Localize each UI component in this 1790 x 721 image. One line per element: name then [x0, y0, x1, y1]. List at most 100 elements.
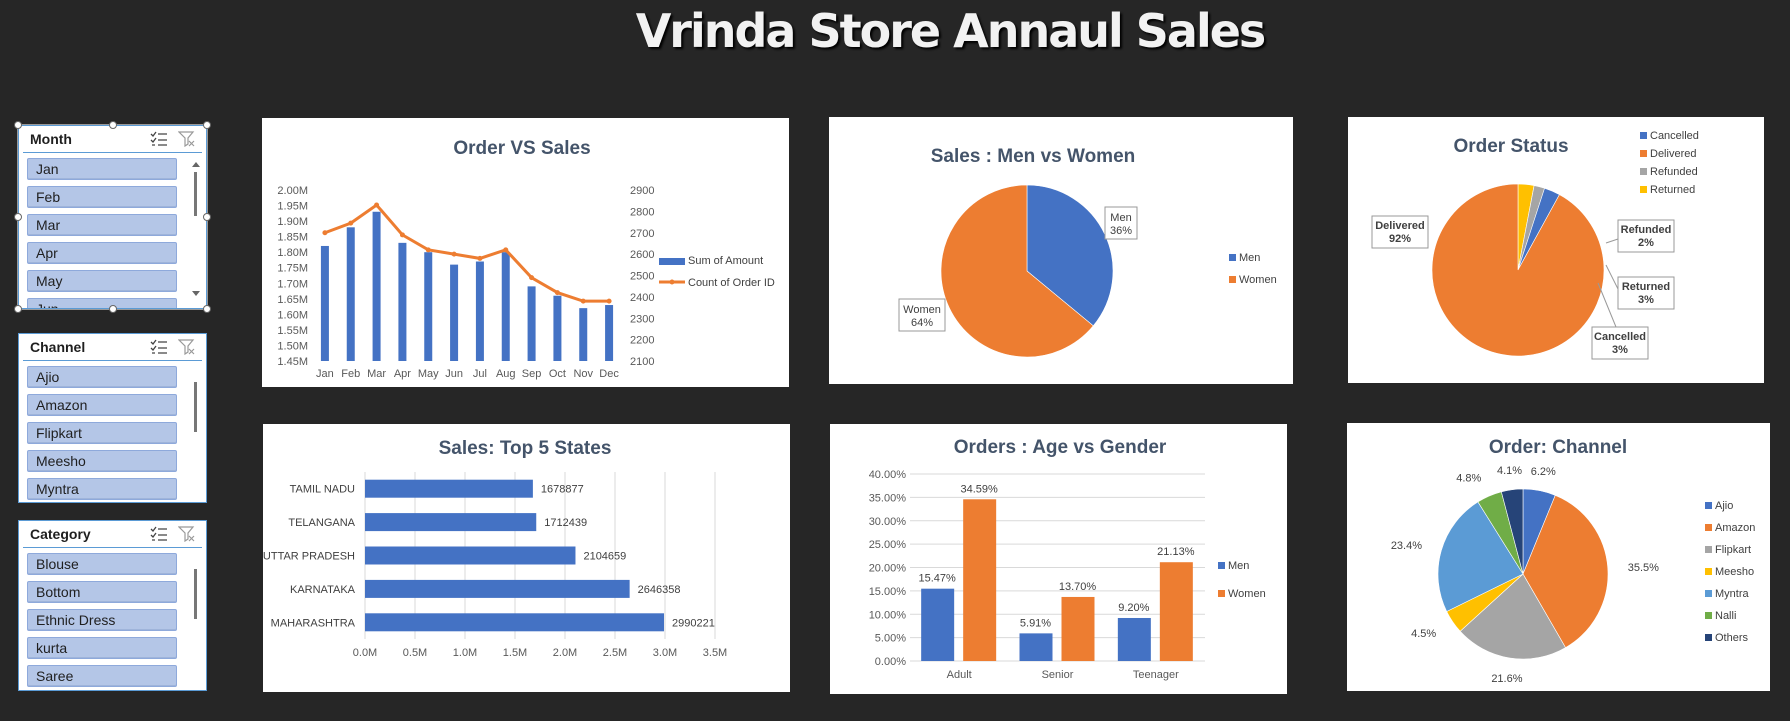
bar [1117, 617, 1151, 661]
month-slicer[interactable]: Month Jan Feb Mar Apr May Jun [17, 124, 208, 310]
y-left-tick: 1.95M [277, 201, 308, 213]
data-label-box [1371, 215, 1429, 249]
resize-handle[interactable] [14, 305, 22, 313]
orders-age-gender-chart[interactable]: Orders : Age vs Gender 0.00% 5.00% 10.00% 15… [830, 424, 1287, 694]
slicer-item-saree[interactable]: Saree [27, 665, 177, 687]
x-tick: Oct [549, 368, 566, 380]
resize-handle[interactable] [109, 305, 117, 313]
sales-top-states-chart[interactable]: Sales: Top 5 States 0.0M 0.5M 1.0M 1.5M 2.0M 2… [263, 424, 790, 692]
legend-swatch [1218, 562, 1225, 569]
chart-title: Order: Channel [1489, 437, 1627, 458]
pie-slice [1522, 494, 1609, 649]
legend-label: Cancelled [1650, 130, 1699, 142]
legend-label: Men [1228, 560, 1249, 572]
order-vs-sales-svg: Order VS Sales 1.45M 1.50M 1.55M 1.60M 1.65M 1… [277, 138, 774, 380]
chart-title: Orders : Age vs Gender [954, 437, 1167, 458]
channel-slicer-scrollbar[interactable] [192, 368, 200, 488]
data-label: Delivered 92% [1375, 220, 1425, 245]
y-left-tick: 1.50M [277, 340, 308, 352]
channel-slicer-title: Channel [30, 339, 86, 355]
data-label: Women 64% [903, 304, 941, 329]
legend-swatch [669, 279, 675, 285]
scroll-down-icon[interactable] [192, 290, 200, 298]
pie-slice [1437, 501, 1524, 612]
category-slicer-scrollbar[interactable] [192, 555, 200, 675]
slicer-item-jun[interactable]: Jun [27, 298, 177, 308]
bar [365, 546, 576, 565]
scroll-thumb[interactable] [194, 569, 197, 619]
resize-handle[interactable] [109, 121, 117, 129]
multi-select-icon[interactable] [150, 131, 168, 147]
data-label-box [898, 298, 946, 332]
category-slicer-header: Category [23, 521, 202, 548]
clear-filter-icon[interactable] [178, 526, 196, 542]
order-channel-chart[interactable]: Order: Channel 6.2% 35.5% 21.6% 4.5% 23.4% 4.8… [1347, 423, 1770, 691]
slicer-item-ajio[interactable]: Ajio [27, 366, 177, 388]
legend-label: Men [1239, 252, 1260, 264]
leader-line [1597, 282, 1617, 328]
data-label: Refunded 2% [1621, 224, 1672, 249]
y-tick: 0.00% [875, 656, 906, 668]
bar [365, 579, 630, 598]
slicer-item-meesho[interactable]: Meesho [27, 450, 177, 472]
slicer-item-jan[interactable]: Jan [27, 158, 177, 180]
y-tick: 30.00% [869, 516, 907, 528]
resize-handle[interactable] [203, 121, 211, 129]
multi-select-icon[interactable] [150, 339, 168, 355]
slicer-item-bottom[interactable]: Bottom [27, 581, 177, 603]
bar [921, 588, 955, 661]
data-label: 6.2% [1531, 466, 1556, 478]
resize-handle[interactable] [14, 121, 22, 129]
bar [1061, 596, 1095, 661]
multi-select-icon[interactable] [150, 526, 168, 542]
legend-label: Women [1228, 588, 1266, 600]
legend-label: Flipkart [1715, 544, 1751, 556]
slicer-item-flipkart[interactable]: Flipkart [27, 422, 177, 444]
bar [424, 252, 433, 361]
resize-handle[interactable] [203, 305, 211, 313]
legend-swatch [1229, 254, 1236, 261]
y-tick: 35.00% [869, 492, 907, 504]
y-tick: 40.00% [869, 469, 907, 481]
sales-men-women-chart[interactable]: Sales : Men vs Women Men 36% Women 64% Men Wom… [829, 117, 1293, 384]
order-channel-svg: Order: Channel 6.2% 35.5% 21.6% 4.5% 23.4% 4.8… [1391, 437, 1756, 685]
dashboard-title: Vrinda Store Annaul Sales [635, 4, 1267, 58]
slicer-item-mar[interactable]: Mar [27, 214, 177, 236]
slicer-item-myntra[interactable]: Myntra [27, 478, 177, 500]
x-tick: Dec [599, 368, 619, 380]
scroll-thumb[interactable] [194, 172, 197, 216]
data-label: 5.91% [1020, 617, 1051, 629]
resize-handle[interactable] [203, 213, 211, 221]
legend-label: Myntra [1715, 588, 1750, 600]
channel-slicer-items: Ajio Amazon Flipkart Meesho Myntra [27, 366, 177, 502]
slicer-item-apr[interactable]: Apr [27, 242, 177, 264]
slicer-item-may[interactable]: May [27, 270, 177, 292]
x-tick: Jun [445, 368, 463, 380]
order-vs-sales-chart[interactable]: Order VS Sales 1.45M 1.50M 1.55M 1.60M 1.65M 1… [262, 118, 789, 387]
data-label: 4.1% [1497, 465, 1522, 477]
leader-line [1605, 264, 1619, 290]
month-slicer-scrollbar[interactable] [192, 160, 200, 300]
category-label: TAMIL NADU [290, 484, 355, 496]
slicer-item-ethnic-dress[interactable]: Ethnic Dress [27, 609, 177, 631]
order-status-chart[interactable]: Order Status Cancelled Delivered Refunded Re… [1348, 117, 1764, 383]
scroll-up-icon[interactable] [192, 160, 200, 168]
clear-filter-icon[interactable] [178, 339, 196, 355]
slicer-item-blouse[interactable]: Blouse [27, 553, 177, 575]
category-slicer[interactable]: Category Blouse Bottom Ethnic Dress kurt… [18, 520, 207, 691]
y-right-tick: 2600 [630, 249, 654, 261]
data-label-box [1591, 326, 1649, 360]
scroll-thumb[interactable] [194, 382, 197, 432]
legend-swatch [1705, 524, 1712, 531]
clear-filter-icon[interactable] [178, 131, 196, 147]
slicer-item-feb[interactable]: Feb [27, 186, 177, 208]
legend-label: Others [1715, 632, 1749, 644]
line-point [554, 290, 560, 296]
pie-slice [1431, 183, 1605, 357]
channel-slicer[interactable]: Channel Ajio Amazon Flipkart Meesho Mynt… [18, 333, 207, 503]
slicer-item-kurta[interactable]: kurta [27, 637, 177, 659]
resize-handle[interactable] [14, 213, 22, 221]
legend-swatch [1705, 502, 1712, 509]
bar [501, 252, 510, 361]
slicer-item-amazon[interactable]: Amazon [27, 394, 177, 416]
